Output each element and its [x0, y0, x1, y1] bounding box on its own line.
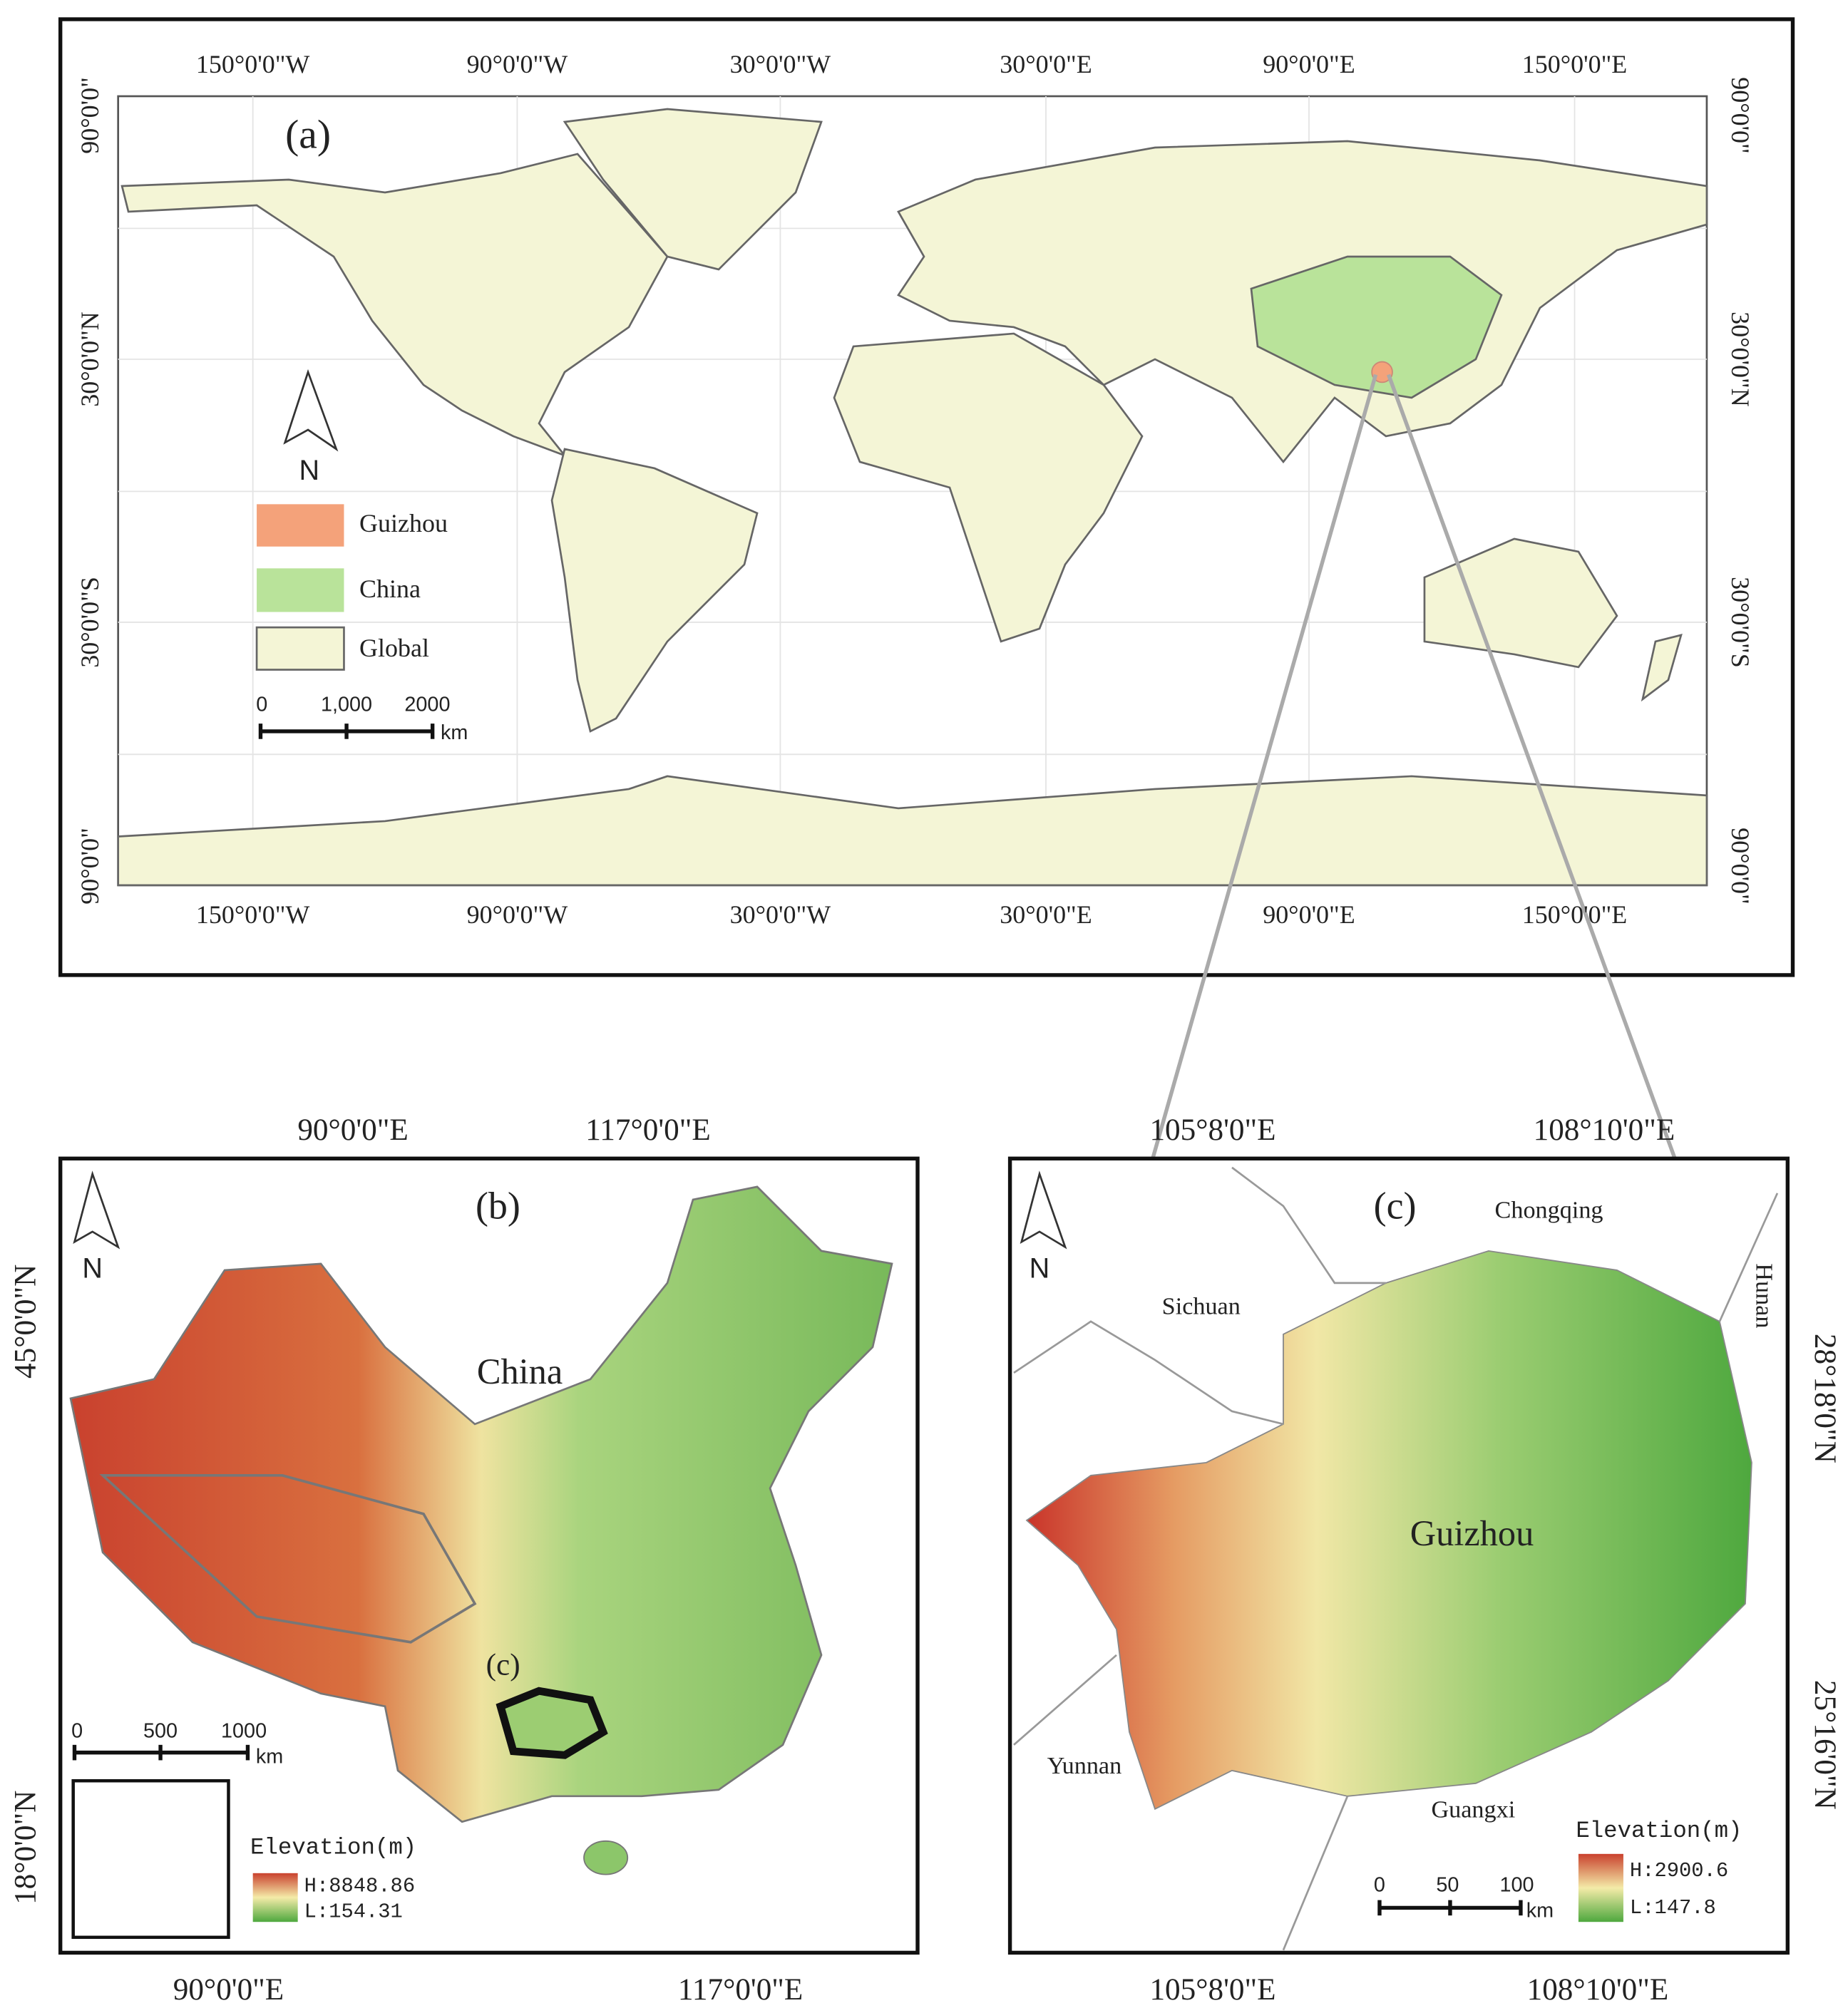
north-label: N	[82, 1252, 103, 1284]
hainan	[583, 1840, 629, 1875]
panel-label: (c)	[1374, 1185, 1417, 1227]
north-arrow	[73, 1170, 120, 1250]
neighbor-label: Guangxi	[1431, 1796, 1515, 1823]
neighbor-label: Yunnan	[1047, 1753, 1121, 1779]
right-tick-label: 30°0'0"N	[1726, 312, 1755, 407]
left-tick-label: 45°0'0"N	[9, 1265, 43, 1379]
guizhou-locator	[1371, 361, 1393, 383]
left-tick-label: 18°0'0"N	[9, 1791, 43, 1905]
legend-title: Elevation(m)	[250, 1834, 416, 1860]
bottom-tick-label: 150°0'0"W	[196, 900, 310, 929]
neighbor-boundaries	[1013, 1166, 1779, 1951]
neighbor-label: Hunan	[1750, 1263, 1777, 1328]
legend-low: L:147.8	[1630, 1896, 1716, 1920]
right-tick-label: 28°18'0"N	[1808, 1334, 1842, 1463]
region-label: China	[477, 1352, 563, 1391]
scale-label: 100	[1500, 1873, 1534, 1896]
region-label: Guizhou	[1410, 1513, 1534, 1553]
bottom-tick-label: 117°0'0"E	[678, 1973, 803, 2007]
bottom-tick-label: 108°10'0"E	[1527, 1973, 1669, 2007]
bottom-tick-label: 30°0'0"E	[1000, 900, 1092, 929]
inset-label: (c)	[486, 1649, 520, 1682]
legend-gradient	[252, 1873, 298, 1922]
legend-label: Global	[359, 634, 429, 662]
china-elevation	[69, 1185, 893, 1823]
scale-bar-b	[72, 1744, 250, 1761]
scale-label: 0	[1374, 1873, 1385, 1896]
top-tick-label: 30°0'0"W	[730, 50, 831, 78]
guizhou-elevation	[1025, 1250, 1752, 1811]
left-tick-label: 30°0'0"S	[76, 577, 104, 668]
legend-high: H:2900.6	[1630, 1859, 1728, 1883]
bottom-tick-label: 90°0'0"W	[467, 900, 568, 929]
right-tick-label: 25°16'0"N	[1808, 1680, 1842, 1810]
top-tick-label: 90°0'0"E	[297, 1113, 408, 1147]
north-arrow	[1020, 1170, 1067, 1250]
panel-label: (b)	[476, 1185, 520, 1227]
inset-frame	[71, 1778, 230, 1940]
neighbor-label: Chongqing	[1495, 1198, 1603, 1224]
right-tick-label: 90°0'0"	[1726, 77, 1755, 154]
top-tick-label: 90°0'0"E	[1263, 50, 1355, 78]
top-tick-label: 105°8'0"E	[1149, 1113, 1275, 1147]
legend-label: China	[359, 575, 421, 603]
left-tick-label: 90°0'0"	[76, 828, 104, 905]
north-arrow	[283, 369, 339, 452]
neighbor-label: Sichuan	[1162, 1294, 1241, 1320]
scale-label: 1000	[221, 1719, 267, 1742]
legend-gradient	[1578, 1853, 1623, 1922]
left-tick-label: 30°0'0"N	[76, 312, 104, 407]
scale-bar-c	[1377, 1900, 1523, 1916]
scale-unit: km	[256, 1745, 283, 1768]
top-tick-label: 30°0'0"E	[1000, 50, 1092, 78]
scale-label: 0	[71, 1719, 83, 1742]
continents	[117, 108, 1708, 887]
left-tick-label: 90°0'0"	[76, 77, 104, 154]
top-tick-label: 150°0'0"E	[1522, 50, 1628, 78]
bottom-tick-label: 90°0'0"E	[173, 1973, 284, 2007]
scale-label: 1,000	[321, 694, 372, 716]
bottom-tick-label: 105°8'0"E	[1149, 1973, 1275, 2007]
right-tick-label: 30°0'0"S	[1726, 577, 1755, 668]
scale-label: 2000	[404, 694, 450, 716]
legend-swatch-global	[255, 626, 345, 671]
legend-high: H:8848.86	[304, 1874, 415, 1898]
legend-label: Guizhou	[359, 509, 448, 537]
top-tick-label: 108°10'0"E	[1534, 1113, 1675, 1147]
legend-swatch-guizhou	[257, 504, 344, 547]
legend-low: L:154.31	[304, 1900, 403, 1923]
north-label: N	[299, 455, 320, 486]
right-tick-label: 90°0'0"	[1726, 828, 1755, 905]
top-tick-label: 117°0'0"E	[585, 1113, 710, 1147]
scale-unit: km	[441, 721, 468, 744]
scale-unit: km	[1526, 1899, 1554, 1922]
legend-title: Elevation(m)	[1576, 1818, 1742, 1844]
scale-label: 0	[256, 694, 267, 716]
guizhou-outline	[496, 1687, 608, 1759]
scale-bar-a	[258, 724, 435, 739]
scale-label: 50	[1436, 1873, 1459, 1896]
bottom-tick-label: 150°0'0"E	[1522, 900, 1628, 929]
top-tick-label: 90°0'0"W	[467, 50, 568, 78]
bottom-tick-label: 30°0'0"W	[730, 900, 831, 929]
bottom-tick-label: 90°0'0"E	[1263, 900, 1355, 929]
top-tick-label: 150°0'0"W	[196, 50, 310, 78]
panel-label: (a)	[285, 113, 331, 158]
legend-swatch-china	[257, 568, 344, 612]
scale-label: 500	[143, 1719, 178, 1742]
north-label: N	[1030, 1252, 1050, 1284]
province-boundary	[99, 1474, 477, 1644]
